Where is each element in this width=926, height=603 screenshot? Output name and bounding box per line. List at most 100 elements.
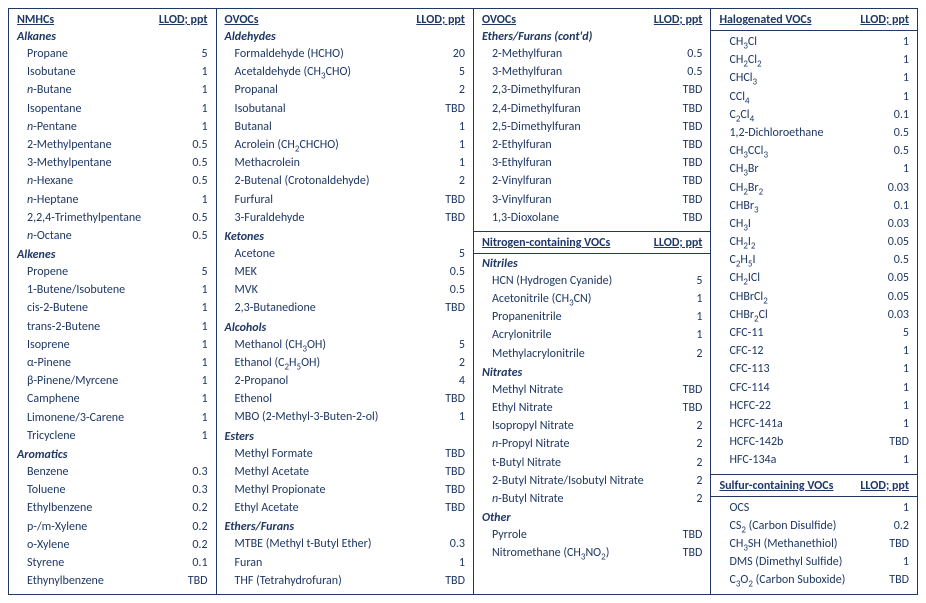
compound-name: 2-Methylfuran bbox=[482, 46, 562, 62]
table-row: Isopentane1 bbox=[17, 100, 208, 118]
table-row: Methyl Formate TBD bbox=[225, 445, 465, 463]
table-row: FurfuralTBD bbox=[225, 191, 465, 209]
compound-name: Ethyl Acetate bbox=[225, 500, 299, 516]
compound-name: CS2 (Carbon Disulfide) bbox=[719, 518, 836, 534]
llod-value: 0.05 bbox=[875, 234, 909, 250]
llod-value: 1 bbox=[875, 361, 909, 377]
llod-value: 2 bbox=[431, 173, 465, 189]
table-row: HCFC-142bTBD bbox=[719, 433, 909, 451]
table-row: 3-Methylfuran0.5 bbox=[482, 63, 702, 81]
compound-name: Ethylbenzene bbox=[17, 500, 92, 516]
llod-value: 5 bbox=[875, 325, 909, 341]
llod-value: 0.1 bbox=[174, 555, 208, 571]
table-row: p-/m-Xylene0.2 bbox=[17, 518, 208, 536]
compound-name: 3-Furaldehyde bbox=[225, 210, 305, 226]
llod-value: 5 bbox=[174, 46, 208, 62]
llod-value: 1 bbox=[875, 70, 909, 86]
compound-name: n-Butyl Nitrate bbox=[482, 491, 564, 507]
group-title: Ethers/Furans (cont'd) bbox=[482, 30, 702, 44]
compound-name: Propanenitrile bbox=[482, 309, 562, 325]
llod-value: 1 bbox=[174, 319, 208, 335]
llod-value: 0.5 bbox=[174, 210, 208, 226]
compound-name: p-/m-Xylene bbox=[17, 519, 87, 535]
compound-name: CH2Cl2 bbox=[719, 52, 761, 68]
table-row: 2-Butenal (Crotonaldehyde)2 bbox=[225, 172, 465, 190]
llod-value: 0.5 bbox=[875, 125, 909, 141]
group-title: Ethers/Furans bbox=[225, 520, 465, 534]
llod-value: TBD bbox=[431, 500, 465, 516]
compound-name: CFC-12 bbox=[719, 343, 763, 359]
llod-value: 2 bbox=[668, 436, 702, 452]
header-llod: LLOD; ppt bbox=[860, 479, 909, 493]
col-ovoc: OVOCs LLOD; ppt AldehydesFormaldehyde (H… bbox=[217, 9, 474, 594]
compound-name: Acrolein (CH2CHCHO) bbox=[225, 137, 339, 153]
table-row: 1-Butene/Isobutene1 bbox=[17, 281, 208, 299]
llod-value: 0.03 bbox=[875, 307, 909, 323]
header-llod: LLOD; ppt bbox=[159, 13, 208, 27]
col-halo-svoc: Halogenated VOCs LLOD; ppt CH3Cl1CH2Cl21… bbox=[711, 9, 917, 594]
compound-name: DMS (Dimethyl Sulfide) bbox=[719, 554, 842, 570]
table-row: 2,3-ButanedioneTBD bbox=[225, 299, 465, 317]
llod-value: 5 bbox=[668, 273, 702, 289]
llod-value: 1 bbox=[174, 101, 208, 117]
table-row: HCN (Hydrogen Cyanide)5 bbox=[482, 272, 702, 290]
llod-value: 1 bbox=[875, 89, 909, 105]
compound-name: 2-Methylpentane bbox=[17, 137, 112, 153]
compound-name: Methanol (CH3OH) bbox=[225, 337, 326, 353]
table-row: Propanenitrile1 bbox=[482, 308, 702, 326]
compound-name: trans-2-Butene bbox=[17, 319, 100, 335]
compound-name: cis-2-Butene bbox=[17, 300, 88, 316]
divider bbox=[474, 231, 710, 232]
table-row: Isoprene1 bbox=[17, 336, 208, 354]
col-halo-body: CH3Cl1CH2Cl21CHCl31CCl41C2Cl40.11,2-Dich… bbox=[719, 33, 909, 470]
llod-value: 1 bbox=[431, 155, 465, 171]
table-row: Acrylonitrile 1 bbox=[482, 326, 702, 344]
llod-value: TBD bbox=[431, 446, 465, 462]
llod-value: 0.5 bbox=[174, 155, 208, 171]
compound-name: 1-Butene/Isobutene bbox=[17, 282, 125, 298]
table-row: Ethyl Acetate TBD bbox=[225, 499, 465, 517]
llod-value: 0.5 bbox=[174, 137, 208, 153]
compound-name: Ethynylbenzene bbox=[17, 573, 104, 589]
compound-name: Isobutane bbox=[17, 64, 76, 80]
llod-value: 0.03 bbox=[875, 180, 909, 196]
table-row: Toluene0.3 bbox=[17, 481, 208, 499]
table-row: HFC-134a1 bbox=[719, 451, 909, 469]
compound-name: CH3I bbox=[719, 216, 750, 232]
compound-name: Toluene bbox=[17, 482, 65, 498]
compound-name: C2H5I bbox=[719, 252, 755, 268]
table-row: MBO (2-Methyl-3-Buten-2-ol)1 bbox=[225, 408, 465, 426]
table-row: 2,4-DimethylfuranTBD bbox=[482, 100, 702, 118]
llod-value: 0.1 bbox=[875, 107, 909, 123]
table-row: β-Pinene/Myrcene1 bbox=[17, 372, 208, 390]
compound-name: Acrylonitrile bbox=[482, 327, 552, 343]
col-svoc-body: OCS1CS2 (Carbon Disulfide)0.2CH3SH (Meth… bbox=[719, 499, 909, 590]
compound-name: OCS bbox=[719, 500, 749, 516]
compound-name: Acetonitrile (CH3CN) bbox=[482, 291, 591, 307]
table-row: C2H5I0.5 bbox=[719, 251, 909, 269]
compound-name: CFC-11 bbox=[719, 325, 763, 341]
llod-value: 0.5 bbox=[431, 282, 465, 298]
table-row: 2-EthylfuranTBD bbox=[482, 136, 702, 154]
table-row: MTBE (Methyl t-Butyl Ether)0.3 bbox=[225, 535, 465, 553]
compound-name: Methyl Formate bbox=[225, 446, 313, 462]
llod-value: 1 bbox=[431, 119, 465, 135]
compound-name: 1,3-Dioxolane bbox=[482, 210, 559, 226]
table-row: Ethylbenzene0.2 bbox=[17, 499, 208, 517]
table-row: Acetone5 bbox=[225, 245, 465, 263]
table-row: Methylacrylonitrile2 bbox=[482, 345, 702, 363]
compound-name: HCFC-142b bbox=[719, 434, 783, 450]
llod-value: TBD bbox=[668, 119, 702, 135]
group-title: Aldehydes bbox=[225, 30, 465, 44]
llod-value: TBD bbox=[431, 210, 465, 226]
llod-value: TBD bbox=[431, 573, 465, 589]
compound-name: MTBE (Methyl t-Butyl Ether) bbox=[225, 536, 372, 552]
llod-value: 0.2 bbox=[174, 537, 208, 553]
table-row: Butanal1 bbox=[225, 118, 465, 136]
llod-value: TBD bbox=[668, 82, 702, 98]
table-row: Styrene0.1 bbox=[17, 554, 208, 572]
llod-value: TBD bbox=[668, 382, 702, 398]
table-row: OCS1 bbox=[719, 499, 909, 517]
llod-value: TBD bbox=[668, 173, 702, 189]
llod-value: 1 bbox=[668, 327, 702, 343]
